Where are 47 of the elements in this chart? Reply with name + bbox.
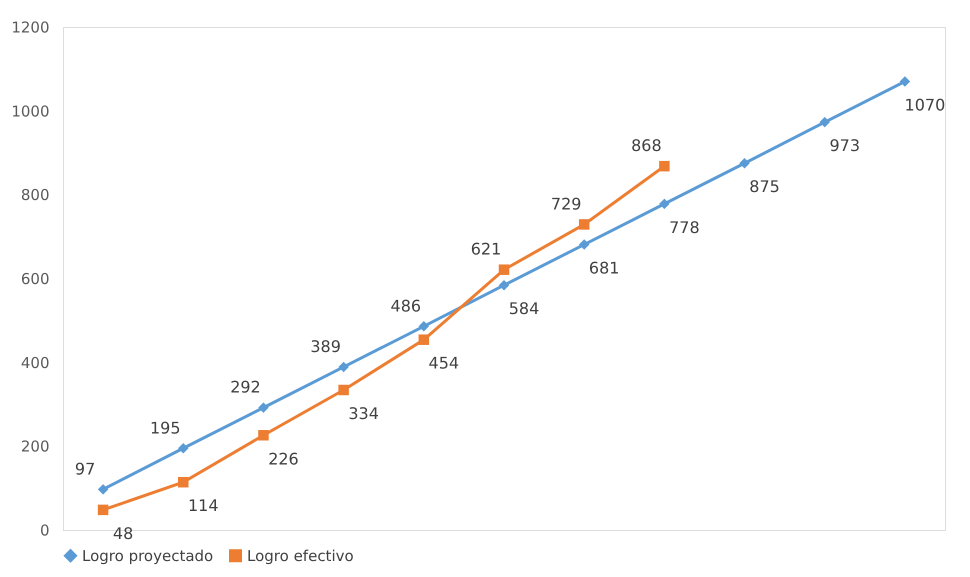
point bbox=[258, 402, 269, 413]
data-label: 114 bbox=[188, 496, 219, 516]
data-label: 681 bbox=[588, 258, 620, 278]
data-label: 621 bbox=[470, 240, 502, 259]
y-tick-label: 1200 bbox=[11, 18, 50, 36]
point bbox=[900, 76, 910, 87]
point bbox=[498, 280, 510, 290]
point bbox=[578, 239, 590, 250]
data-label: 97 bbox=[74, 459, 96, 478]
point bbox=[338, 384, 349, 396]
y-tick-label: 1000 bbox=[11, 102, 50, 120]
data-label: 389 bbox=[310, 336, 341, 356]
point bbox=[659, 160, 670, 172]
point bbox=[498, 264, 510, 275]
data-label: 868 bbox=[631, 136, 662, 156]
data-label: 195 bbox=[150, 418, 181, 438]
point bbox=[659, 198, 670, 210]
y-tick-label: 600 bbox=[20, 270, 50, 288]
y-tick-label: 400 bbox=[20, 354, 50, 372]
data-label: 584 bbox=[508, 299, 540, 318]
data-label: 48 bbox=[112, 524, 134, 543]
data-label: 778 bbox=[669, 218, 700, 237]
point bbox=[578, 219, 590, 230]
y-tick-label: 0 bbox=[40, 522, 50, 540]
point bbox=[178, 476, 189, 488]
data-label: 1070 bbox=[904, 95, 946, 114]
point bbox=[98, 484, 108, 495]
data-label: 486 bbox=[390, 296, 422, 316]
point bbox=[98, 504, 108, 516]
data-label: 292 bbox=[230, 378, 261, 397]
point bbox=[739, 158, 750, 168]
data-label: 875 bbox=[749, 177, 780, 196]
data-label: 973 bbox=[829, 136, 860, 156]
point bbox=[418, 334, 430, 345]
legend-label: Logro proyectado bbox=[82, 546, 214, 565]
data-label: 454 bbox=[428, 354, 460, 373]
y-tick-label: 800 bbox=[20, 186, 50, 204]
point bbox=[819, 116, 830, 128]
data-label: 729 bbox=[550, 194, 582, 214]
data-label: 226 bbox=[268, 449, 299, 468]
point bbox=[258, 430, 269, 441]
point bbox=[418, 321, 430, 332]
point bbox=[178, 443, 189, 454]
data-label: 334 bbox=[348, 404, 379, 423]
legend-label: Logro efectivo bbox=[247, 546, 354, 565]
point bbox=[338, 362, 349, 372]
y-tick-label: 200 bbox=[20, 438, 50, 456]
